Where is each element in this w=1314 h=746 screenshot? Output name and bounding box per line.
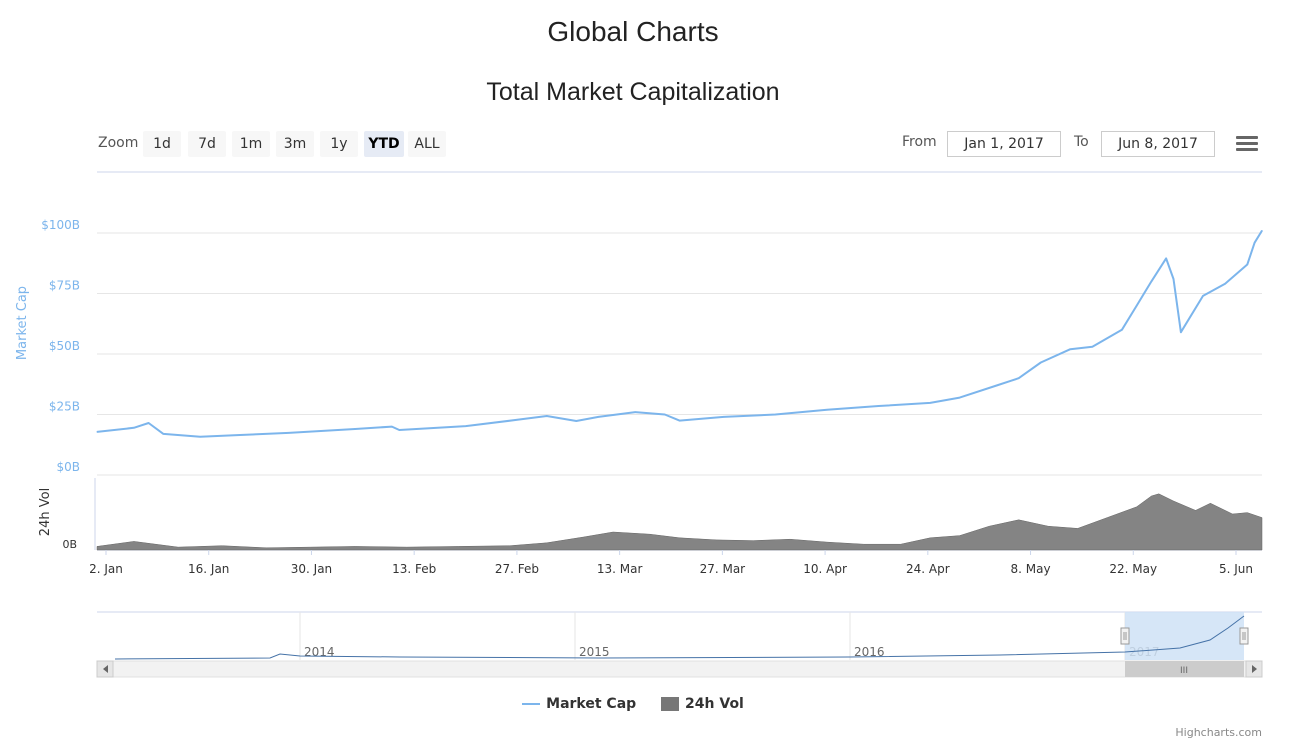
data-point-market-cap	[1018, 377, 1020, 379]
range-button-1y[interactable]: 1y	[320, 131, 358, 157]
credits-link[interactable]: Highcharts.com	[1175, 726, 1262, 739]
legend-item-volume[interactable]: 24h Vol	[661, 696, 744, 712]
data-point-market-cap	[634, 411, 636, 413]
x-tick-label: 24. Apr	[906, 562, 950, 576]
data-point-market-cap	[1165, 257, 1167, 260]
range-button-3m[interactable]: 3m	[276, 131, 314, 157]
y-tick-label: $100B	[41, 218, 80, 232]
data-point-market-cap	[959, 396, 961, 399]
data-point-market-cap	[1136, 305, 1138, 307]
data-point-market-cap	[723, 416, 725, 418]
data-point-market-cap	[398, 429, 400, 431]
data-point-market-cap	[133, 427, 135, 429]
legend-item-market-cap[interactable]: Market Cap	[522, 696, 636, 712]
data-point-market-cap	[575, 420, 577, 422]
arrow-left-icon	[103, 665, 108, 673]
from-date-input[interactable]: Jan 1, 2017	[947, 131, 1061, 157]
data-point-market-cap	[354, 428, 356, 430]
data-point-market-cap	[1224, 283, 1226, 285]
hamburger-menu-icon[interactable]	[1236, 136, 1258, 154]
x-tick-label: 2. Jan	[89, 562, 123, 576]
x-tick-label: 22. May	[1109, 562, 1157, 576]
navigator-year-label: 2015	[579, 645, 610, 659]
x-tick-label: 10. Apr	[803, 562, 847, 576]
x-tick-label: 16. Jan	[188, 562, 229, 576]
to-label: To	[1074, 134, 1089, 150]
data-point-market-cap	[1180, 331, 1182, 333]
data-point-market-cap	[391, 426, 393, 428]
chart-title: Total Market Capitalization	[486, 78, 780, 106]
page-title: Global Charts	[547, 16, 719, 47]
data-point-market-cap	[597, 416, 599, 418]
data-point-market-cap	[1261, 229, 1263, 232]
data-point-market-cap	[678, 419, 681, 422]
x-tick-label: 13. Feb	[392, 562, 436, 576]
y-axis-label-volume: 24h Vol	[38, 488, 53, 536]
y-tick-label: $0B	[56, 460, 80, 474]
from-label: From	[902, 134, 937, 150]
data-point-market-cap	[929, 402, 931, 404]
y-tick-label: $75B	[49, 279, 80, 293]
x-tick-label: 13. Mar	[597, 562, 643, 576]
data-point-market-cap	[1069, 348, 1071, 350]
y-tick-label: $25B	[49, 400, 80, 414]
data-point-market-cap	[288, 432, 290, 434]
scrollbar-grip-icon: III	[1180, 666, 1188, 676]
navigator-line	[114, 615, 1245, 660]
data-point-market-cap	[1091, 346, 1094, 348]
data-point-market-cap	[96, 431, 98, 433]
range-button-1m[interactable]: 1m	[232, 131, 270, 157]
data-point-market-cap	[546, 415, 548, 417]
data-point-market-cap	[664, 413, 666, 416]
series-area-volume	[96, 493, 1263, 551]
range-button-all[interactable]: ALL	[408, 131, 446, 157]
range-button-1d[interactable]: 1d	[143, 131, 181, 157]
y-tick-label: $50B	[49, 339, 80, 353]
scrollbar-thumb	[1125, 661, 1244, 677]
data-point-market-cap	[1254, 242, 1256, 244]
box-swatch-icon	[661, 697, 680, 711]
to-date-input[interactable]: Jun 8, 2017	[1101, 131, 1215, 157]
data-point-market-cap	[995, 384, 998, 387]
navigator-handle-left	[1120, 627, 1130, 645]
line-swatch-icon	[522, 703, 541, 705]
data-point-market-cap	[1246, 263, 1248, 266]
navigator-handle-right	[1239, 627, 1249, 645]
data-point-market-cap	[162, 433, 164, 435]
range-button-7d[interactable]: 7d	[188, 131, 226, 157]
data-point-market-cap	[1121, 329, 1123, 331]
data-point-market-cap	[199, 436, 201, 438]
data-point-market-cap	[826, 409, 828, 411]
x-tick-label: 27. Feb	[495, 562, 539, 576]
x-tick-label: 8. May	[1011, 562, 1051, 576]
data-point-market-cap	[877, 405, 880, 407]
legend-label-market-cap: Market Cap	[546, 696, 637, 712]
x-tick-label: 27. Mar	[700, 562, 746, 576]
data-point-market-cap	[1040, 361, 1042, 364]
data-point-market-cap	[516, 419, 518, 421]
data-point-market-cap	[148, 422, 150, 424]
arrow-right-icon	[1252, 665, 1257, 673]
legend: Market Cap 24h Vol	[0, 696, 1266, 712]
series-line-market-cap	[96, 230, 1263, 438]
navigator-year-label: 2016	[854, 645, 885, 659]
scrollbar-track	[96, 660, 1263, 678]
volume-tick-label: 0B	[62, 538, 77, 551]
data-point-market-cap	[1150, 280, 1152, 282]
data-point-market-cap	[1202, 295, 1204, 297]
zoom-label: Zoom	[98, 135, 139, 151]
data-point-market-cap	[1172, 278, 1175, 280]
data-point-market-cap	[465, 425, 467, 427]
x-tick-label: 5. Jun	[1219, 562, 1253, 576]
data-point-market-cap	[774, 413, 776, 416]
y-axis-label-market-cap: Market Cap	[15, 286, 30, 360]
x-tick-label: 30. Jan	[291, 562, 332, 576]
legend-label-volume: 24h Vol	[685, 696, 744, 712]
range-button-ytd[interactable]: YTD	[364, 131, 404, 157]
navigator-year-label: 2014	[304, 645, 335, 659]
navigator-selected-range	[1125, 612, 1244, 660]
data-point-market-cap	[236, 434, 238, 436]
